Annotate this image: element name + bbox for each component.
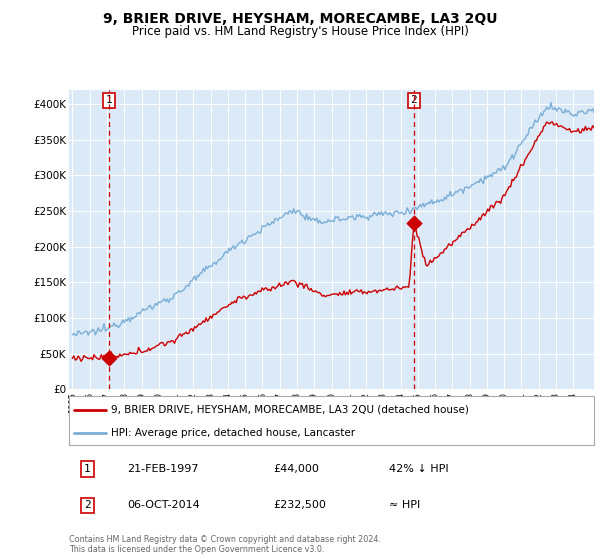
Text: 1: 1 [106,95,112,105]
Text: ≈ HPI: ≈ HPI [389,501,421,510]
Text: 2: 2 [84,501,91,510]
Text: HPI: Average price, detached house, Lancaster: HPI: Average price, detached house, Lanc… [111,428,355,438]
Text: 21-FEB-1997: 21-FEB-1997 [127,464,198,474]
Point [409,219,419,228]
Text: 06-OCT-2014: 06-OCT-2014 [127,501,199,510]
Text: £232,500: £232,500 [274,501,326,510]
Text: Price paid vs. HM Land Registry's House Price Index (HPI): Price paid vs. HM Land Registry's House … [131,25,469,38]
Text: Contains HM Land Registry data © Crown copyright and database right 2024.
This d: Contains HM Land Registry data © Crown c… [69,535,381,554]
Text: £44,000: £44,000 [274,464,320,474]
Text: 9, BRIER DRIVE, HEYSHAM, MORECAMBE, LA3 2QU (detached house): 9, BRIER DRIVE, HEYSHAM, MORECAMBE, LA3 … [111,405,469,415]
Text: 42% ↓ HPI: 42% ↓ HPI [389,464,449,474]
Text: 9, BRIER DRIVE, HEYSHAM, MORECAMBE, LA3 2QU: 9, BRIER DRIVE, HEYSHAM, MORECAMBE, LA3 … [103,12,497,26]
Text: 1: 1 [84,464,91,474]
Point [104,353,114,362]
Text: 2: 2 [410,95,417,105]
